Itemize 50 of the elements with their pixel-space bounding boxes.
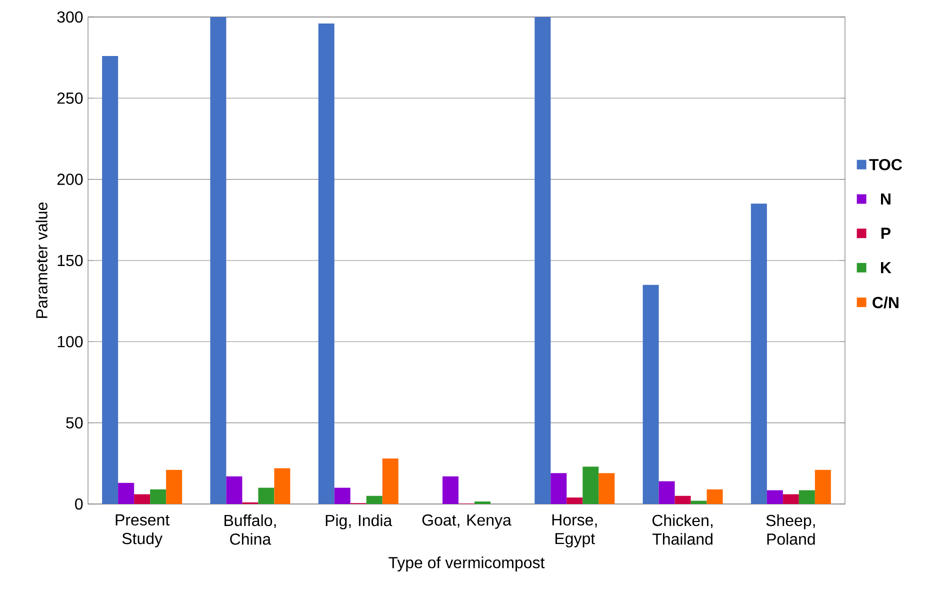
- y-tick-label: 100: [58, 336, 83, 348]
- x-tick-label: Pig, India: [326, 514, 392, 530]
- bar: [582, 466, 599, 504]
- x-axis-title: Type of vermicompost: [388, 556, 545, 572]
- bar: [598, 473, 615, 504]
- bar: [318, 23, 334, 504]
- legend-label: N: [881, 193, 890, 204]
- bar: [118, 482, 134, 504]
- bar: [750, 204, 767, 504]
- bar: [102, 56, 118, 504]
- bar: [642, 284, 659, 504]
- bar: [658, 481, 675, 504]
- x-tick-label: Buffalo, China: [224, 514, 276, 545]
- y-tick-label: 50: [66, 417, 83, 428]
- x-tick-label: Sheep, Poland: [766, 514, 815, 545]
- bar: [442, 476, 459, 504]
- bar: [382, 458, 398, 504]
- legend-label: C/N: [872, 296, 898, 308]
- bar: [766, 490, 783, 504]
- y-tick-label: 200: [57, 174, 83, 185]
- bar: [782, 494, 799, 504]
- legend-label: K: [881, 262, 892, 274]
- y-tick-label: 150: [58, 254, 83, 266]
- y-axis-title: Parameter value: [36, 202, 48, 318]
- bar: [258, 488, 274, 504]
- bar: [334, 488, 350, 504]
- bar: [366, 496, 382, 504]
- bar: [226, 476, 242, 504]
- x-tick-label: Goat, Kenya: [422, 514, 512, 529]
- y-tick-label: 250: [57, 92, 83, 104]
- x-tick-label: Horse, Egypt: [552, 514, 597, 548]
- y-tick-label: 300: [57, 11, 83, 23]
- bar: [814, 470, 831, 504]
- bar: [274, 468, 290, 504]
- bar: [150, 489, 166, 504]
- bar: [210, 16, 226, 504]
- x-tick-label: Present Study: [116, 514, 170, 548]
- bar: [166, 470, 182, 504]
- bar: [134, 494, 150, 504]
- bar: [550, 473, 567, 504]
- y-tick-label: 0: [75, 498, 83, 510]
- bar: [534, 16, 551, 504]
- bar: [674, 496, 691, 504]
- bar: [690, 500, 707, 504]
- bar: [566, 497, 583, 504]
- x-tick-label: Chicken, Thailand: [652, 514, 712, 545]
- bar: [798, 490, 815, 504]
- legend-label: TOC: [869, 158, 902, 170]
- bar: [706, 489, 723, 504]
- legend-label: P: [881, 228, 891, 239]
